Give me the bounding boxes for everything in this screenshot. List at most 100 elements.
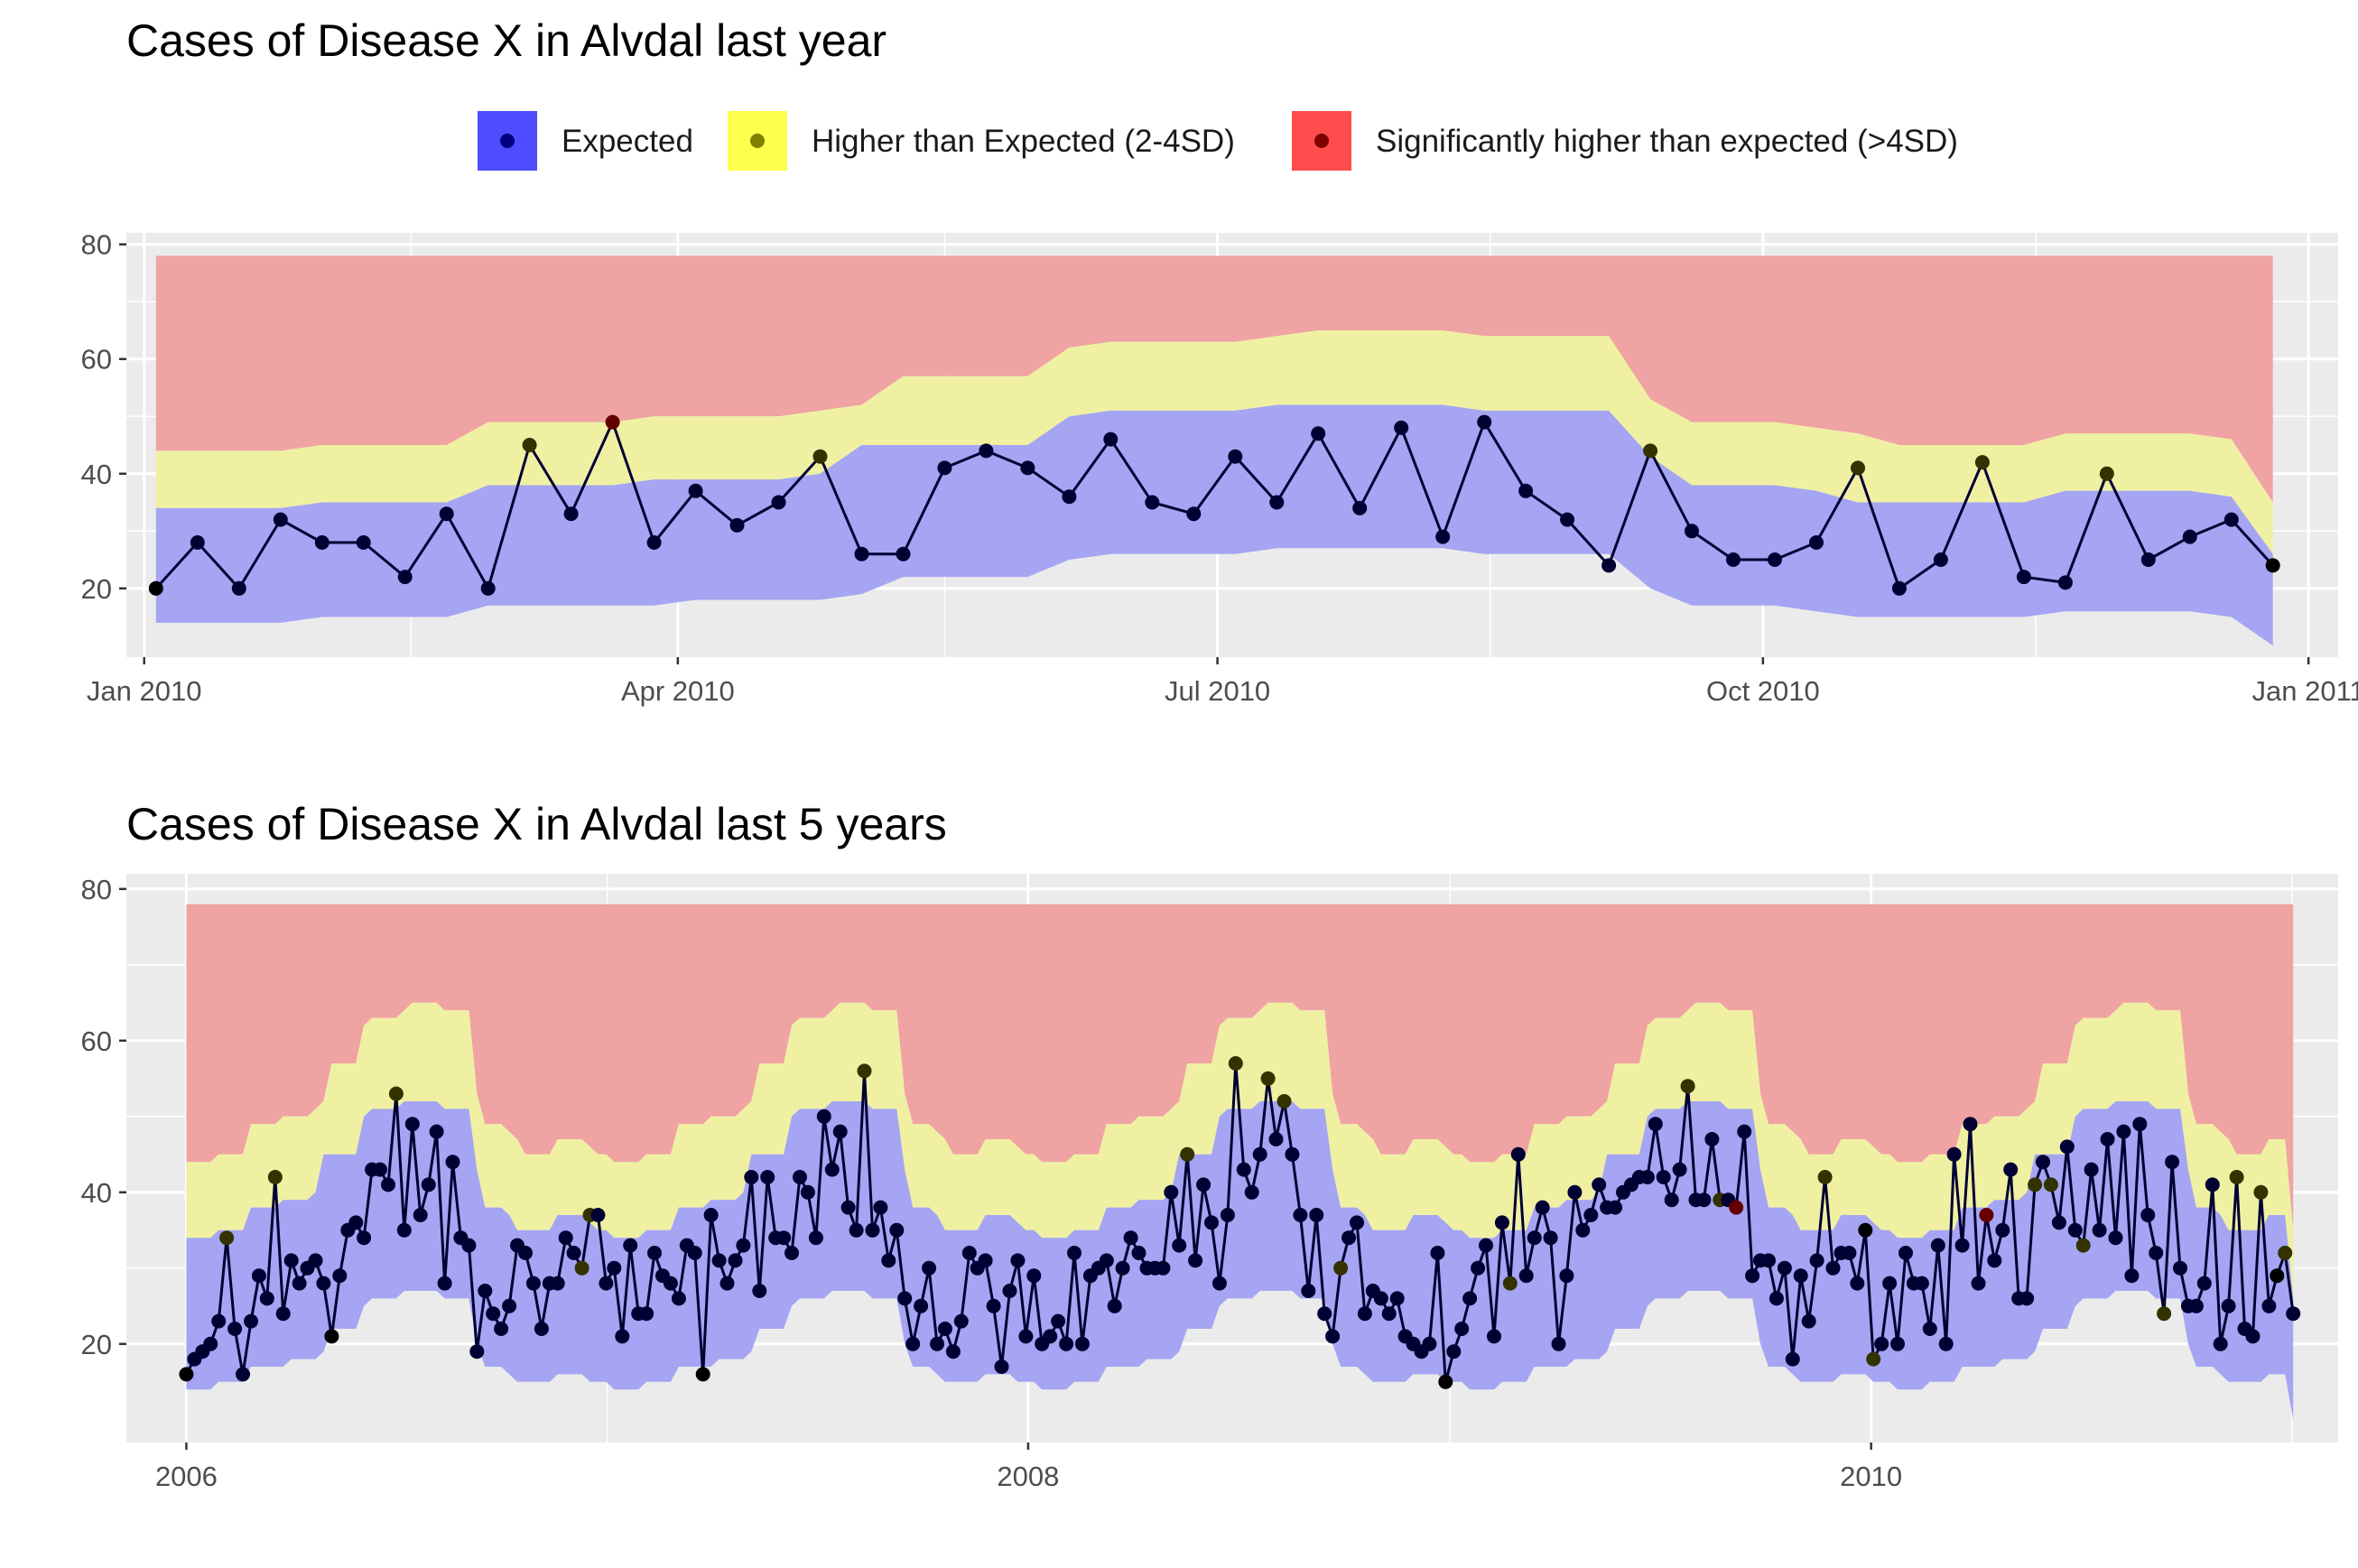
data-point (590, 1208, 606, 1222)
data-point (832, 1124, 848, 1139)
chart-panel-last-year: 20 40 60 80 Jan 2010 Apr 2010 Jul 2010 Oct 2010… (81, 229, 2358, 707)
legend-dot-significant (1314, 134, 1329, 148)
data-point (771, 495, 786, 510)
data-point (1211, 1276, 1227, 1291)
data-point (1180, 1146, 1195, 1162)
data-point (2016, 570, 2031, 585)
data-point (2059, 1139, 2075, 1155)
legend-dot-higher (750, 134, 765, 148)
data-point (1145, 495, 1160, 510)
data-point (1672, 1162, 1687, 1177)
data-point (1551, 1336, 1566, 1351)
data-point (357, 1230, 372, 1246)
legend-dot-expected (500, 134, 515, 148)
data-point (1510, 1146, 1526, 1162)
data-point (2124, 1268, 2140, 1284)
legend-item-significant: Significantly higher than expected (>4SD… (1292, 111, 1958, 171)
data-point (2075, 1238, 2091, 1253)
chart-title-bottom: Cases of Disease X in Alvdal last 5 year… (126, 799, 947, 849)
data-point (1656, 1170, 1671, 1184)
data-point (413, 1208, 428, 1222)
data-point (1381, 1306, 1397, 1322)
chart-title-top: Cases of Disease X in Alvdal last year (126, 15, 887, 66)
data-point (1244, 1184, 1259, 1200)
data-point (1898, 1246, 1913, 1260)
data-point (1502, 1276, 1518, 1291)
data-point (736, 1238, 751, 1253)
data-point (979, 443, 994, 459)
x-tick-label: 2008 (997, 1461, 1059, 1492)
data-point (1979, 1208, 1994, 1222)
data-point (1131, 1246, 1147, 1260)
data-point (2132, 1117, 2148, 1132)
data-point (1560, 512, 1575, 527)
data-point (1471, 1260, 1486, 1276)
data-point (1115, 1260, 1130, 1276)
data-point (1922, 1322, 1937, 1336)
data-point (646, 535, 662, 550)
data-point (687, 1246, 702, 1260)
data-point (2265, 558, 2280, 573)
data-point (2149, 1246, 2164, 1260)
data-point (784, 1246, 799, 1260)
data-point (236, 1367, 250, 1382)
data-point (2099, 466, 2114, 481)
data-point (324, 1329, 339, 1344)
data-point (1103, 431, 1119, 447)
data-point (1685, 524, 1699, 539)
data-point (1518, 483, 1534, 498)
data-point (2270, 1268, 2285, 1284)
data-point (1930, 1238, 1945, 1253)
data-point (1851, 460, 1865, 476)
data-point (397, 570, 413, 585)
data-point (1333, 1260, 1349, 1276)
data-point (1059, 1336, 1074, 1351)
data-point (1664, 1192, 1679, 1208)
data-point (480, 580, 496, 596)
data-point (1204, 1215, 1219, 1230)
data-point (1704, 1132, 1720, 1146)
data-point (1074, 1336, 1090, 1351)
data-point (897, 1291, 913, 1306)
data-point (1018, 1329, 1034, 1344)
data-point (914, 1298, 929, 1313)
data-point (2253, 1184, 2269, 1200)
data-point (1438, 1374, 1453, 1389)
data-point (308, 1253, 323, 1268)
x-tick-label: Apr 2010 (621, 675, 735, 707)
data-point (1809, 535, 1824, 550)
data-point (922, 1260, 937, 1276)
data-point (994, 1359, 1009, 1374)
data-point (816, 1109, 831, 1124)
legend-label-significant: Significantly higher than expected (>4SD… (1376, 124, 1958, 159)
data-point (760, 1170, 775, 1184)
data-point (486, 1306, 501, 1322)
data-point (719, 1276, 735, 1291)
data-point (1866, 1351, 1881, 1367)
data-point (776, 1230, 792, 1246)
data-point (231, 580, 246, 596)
data-point (396, 1222, 412, 1238)
data-point (1276, 1094, 1292, 1109)
data-point (937, 460, 952, 476)
data-point (1874, 1336, 1889, 1351)
data-point (1543, 1230, 1558, 1246)
data-point (566, 1246, 581, 1260)
data-point (1228, 449, 1243, 464)
band-significant (155, 255, 2273, 503)
data-point (244, 1313, 258, 1329)
data-point (1479, 1238, 1493, 1253)
data-point (381, 1177, 395, 1192)
data-point (1172, 1238, 1187, 1253)
data-point (744, 1170, 759, 1184)
legend: Expected Higher than Expected (2-4SD) Si… (478, 111, 1958, 171)
data-point (1559, 1268, 1574, 1284)
data-point (2140, 552, 2156, 567)
data-point (1890, 1336, 1905, 1351)
data-point (1648, 1117, 1663, 1132)
data-point (1268, 1132, 1284, 1146)
data-point (961, 1246, 977, 1260)
data-point (1325, 1329, 1341, 1344)
band-higher (155, 330, 2273, 554)
data-point (1341, 1230, 1356, 1246)
